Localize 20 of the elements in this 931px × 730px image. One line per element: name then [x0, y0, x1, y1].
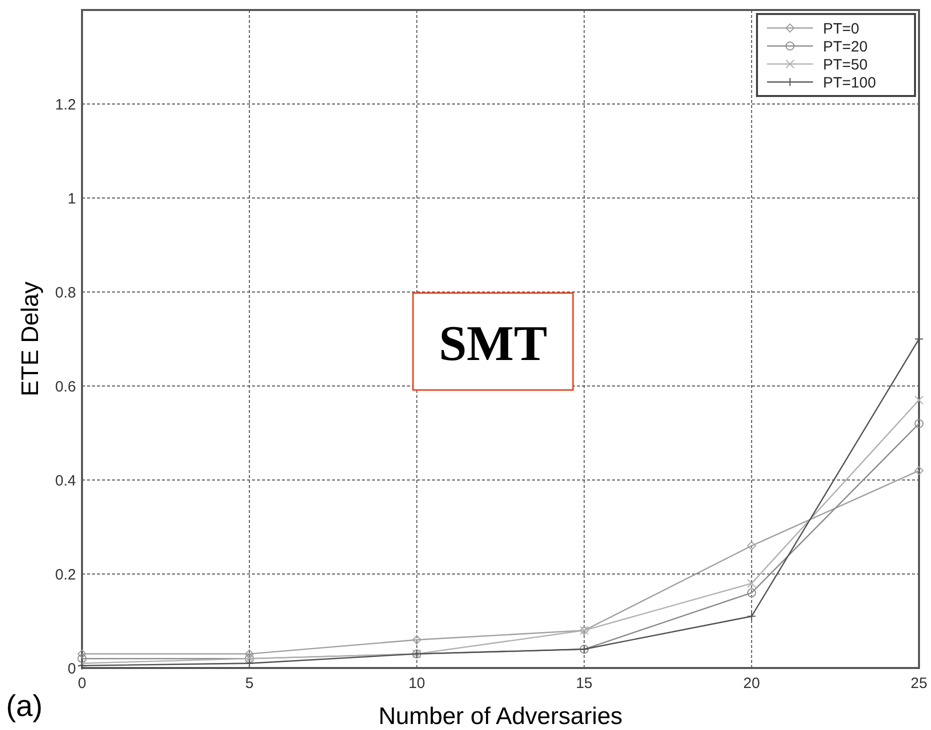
text: (a)	[6, 690, 43, 723]
x-tick-label: 10	[408, 675, 426, 692]
legend-label: PT=0	[823, 20, 860, 38]
legend-label: PT=20	[823, 38, 868, 56]
x-tick-label: 20	[743, 675, 760, 692]
y-tick-label: 0	[68, 660, 76, 678]
y-tick-label: 1.2	[55, 96, 76, 114]
y-axis-title: ETE Delay	[17, 282, 44, 396]
x-tick-label: 15	[576, 675, 593, 692]
x-axis-title: Number of Adversaries	[378, 703, 623, 730]
y-tick-label: 0.2	[55, 566, 76, 584]
y-tick-label: 0.6	[55, 378, 76, 396]
x-tick-label: 5	[245, 675, 254, 692]
annotation: SMT	[438, 315, 548, 371]
legend-label: PT=50	[823, 56, 868, 74]
legend-label: PT=100	[823, 74, 876, 92]
y-tick-label: 0.4	[55, 472, 76, 490]
x-tick-label: 25	[910, 675, 928, 692]
y-tick-label: 0.8	[55, 284, 76, 302]
y-tick-label: 1	[68, 190, 76, 208]
